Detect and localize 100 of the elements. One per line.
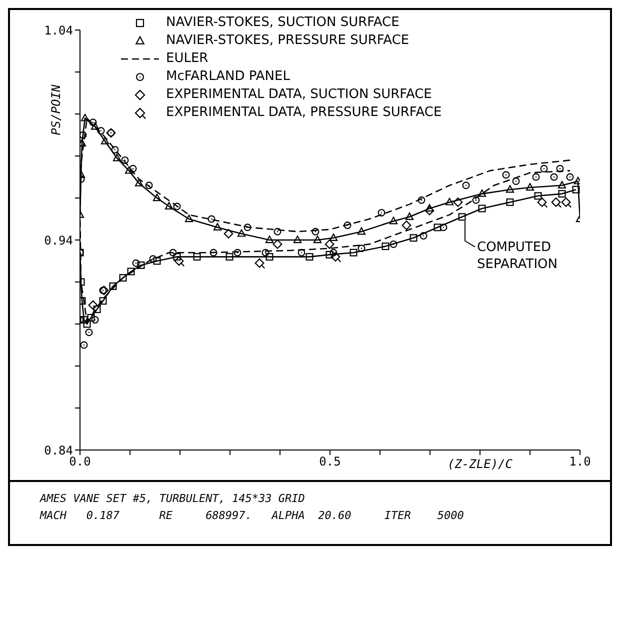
point (124, 166, 134, 174)
point (266, 253, 274, 261)
point (90, 122, 100, 130)
point (272, 239, 282, 249)
legend-label: McFARLAND PANEL (166, 68, 290, 86)
point (145, 182, 153, 190)
point (262, 248, 270, 256)
point (254, 258, 266, 269)
point (265, 236, 274, 244)
point (329, 234, 338, 242)
point (358, 244, 366, 252)
point (99, 297, 107, 305)
point (478, 189, 486, 197)
point (87, 314, 95, 322)
point (440, 224, 448, 232)
point (88, 300, 98, 310)
point (134, 178, 144, 186)
point (129, 164, 137, 172)
y-axis-title: PS/POIN (49, 84, 63, 136)
point (330, 252, 342, 262)
legend-label: NAVIER-STOKES, SUCTION SURFACE (166, 14, 400, 32)
legend-label: EXPERIMENTAL DATA, SUCTION SURFACE (166, 86, 432, 104)
point (213, 223, 222, 231)
point (80, 114, 90, 122)
point (91, 316, 99, 324)
point (462, 182, 470, 190)
point (357, 227, 366, 235)
point (472, 196, 480, 204)
legend-label: EULER (166, 50, 208, 68)
point (169, 248, 177, 256)
point (434, 224, 442, 232)
point (537, 197, 548, 208)
point (330, 248, 338, 256)
point (93, 306, 101, 314)
point (551, 197, 562, 208)
point (149, 255, 157, 263)
point (540, 164, 548, 172)
point (350, 248, 358, 256)
point (121, 156, 129, 164)
point (112, 154, 122, 162)
point (550, 173, 558, 181)
x-tick-label: 1.0 (569, 454, 591, 469)
point (152, 194, 162, 202)
point (572, 186, 580, 194)
point (234, 248, 242, 256)
point (137, 261, 145, 269)
point (566, 173, 574, 181)
point (402, 220, 412, 230)
point (293, 236, 302, 244)
point (526, 183, 534, 191)
point (382, 242, 390, 250)
point (425, 204, 434, 212)
point (111, 146, 119, 154)
point (193, 253, 201, 261)
point (80, 316, 88, 324)
point (237, 229, 246, 237)
point (506, 185, 514, 193)
point (389, 216, 398, 224)
point (324, 239, 334, 249)
point (344, 222, 352, 230)
point (445, 198, 454, 206)
point (100, 136, 110, 144)
point (274, 228, 282, 236)
annotation: COMPUTED SEPARATION (477, 240, 558, 272)
point (478, 204, 486, 212)
y-tick-label: 1.04 (44, 23, 73, 38)
point (173, 202, 181, 210)
point (153, 257, 161, 265)
point (424, 206, 434, 216)
y-tick-label: 0.84 (44, 443, 73, 458)
point (506, 198, 514, 206)
y-tick-label: 0.94 (44, 233, 73, 248)
point (132, 259, 140, 267)
point (174, 256, 185, 267)
point (208, 215, 216, 223)
point (556, 164, 564, 172)
point (418, 196, 426, 204)
point (558, 190, 566, 198)
point (561, 197, 572, 208)
point (453, 197, 463, 207)
point (534, 192, 542, 200)
legend-label: NAVIER-STOKES, PRESSURE SURFACE (166, 32, 410, 50)
point (127, 268, 135, 276)
point (298, 248, 306, 256)
point (97, 127, 105, 135)
point (119, 274, 127, 282)
point (85, 328, 93, 336)
point (164, 202, 174, 210)
point (89, 118, 97, 126)
point (210, 248, 218, 256)
x-tick-label: 0.0 (69, 454, 91, 469)
x-axis-title: (Z-ZLE)/C (447, 457, 514, 471)
point (173, 253, 181, 261)
text: MACH 0.187 RE 688997. ALPHA 20.60 ITER 5000 (40, 508, 465, 524)
point (390, 240, 398, 248)
point (109, 282, 117, 290)
point (502, 171, 510, 179)
legend-label: EXPERIMENTAL DATA, PRESSURE SURFACE (166, 104, 442, 122)
x-tick-label: 0.5 (319, 454, 341, 469)
text: AMES VANE SET #5, TURBULENT, 145*33 GRID (40, 491, 306, 507)
